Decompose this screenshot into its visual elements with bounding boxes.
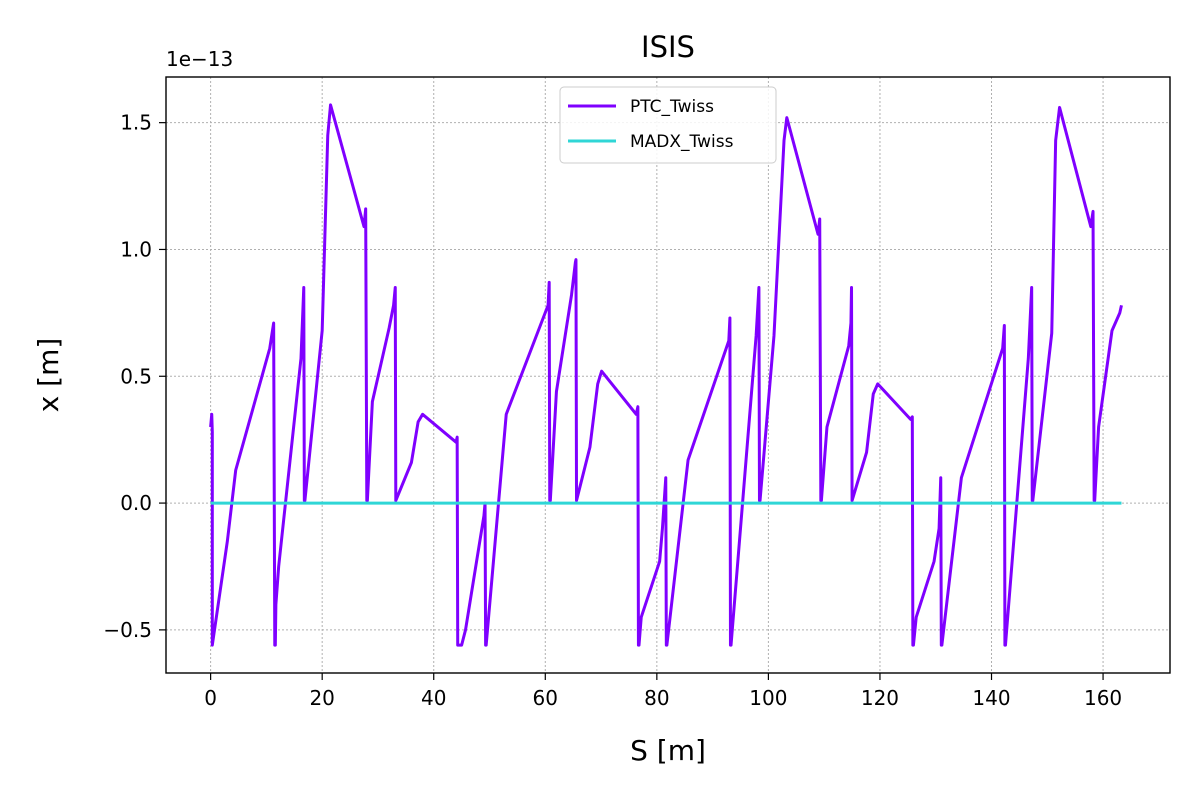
y-tick-label: 1.0	[120, 237, 152, 261]
legend: PTC_Twiss MADX_Twiss	[559, 86, 777, 164]
x-tick-label: 20	[309, 686, 334, 710]
y-tick-label: 0.0	[120, 491, 152, 515]
series-layer	[209, 103, 1123, 647]
x-tick-label: 160	[1084, 686, 1122, 710]
x-tick-label: 40	[421, 686, 446, 710]
y-axis: −0.5 0.0 0.5 1.0 1.5	[103, 111, 166, 642]
legend-label-madx-twiss: MADX_Twiss	[630, 132, 734, 152]
plot-area	[165, 76, 1171, 674]
x-tick-label: 120	[861, 686, 899, 710]
chart-title: ISIS	[641, 30, 695, 64]
y-offset-text: 1e−13	[166, 47, 233, 71]
x-tick-label: 100	[749, 686, 787, 710]
y-tick-label: 0.5	[120, 364, 152, 388]
y-axis-label: x [m]	[32, 338, 65, 413]
x-tick-label: 60	[533, 686, 558, 710]
x-tick-label: 140	[972, 686, 1010, 710]
y-tick-label: −0.5	[103, 618, 152, 642]
legend-label-ptc-twiss: PTC_Twiss	[630, 97, 714, 117]
x-axis: 0 20 40 60 80 100 120 140 160	[204, 673, 1122, 710]
series-line-ptc-twiss	[209, 103, 1123, 647]
x-tick-label: 80	[644, 686, 669, 710]
x-axis-label: S [m]	[630, 734, 706, 767]
y-tick-label: 1.5	[120, 111, 152, 135]
x-tick-label: 0	[204, 686, 217, 710]
